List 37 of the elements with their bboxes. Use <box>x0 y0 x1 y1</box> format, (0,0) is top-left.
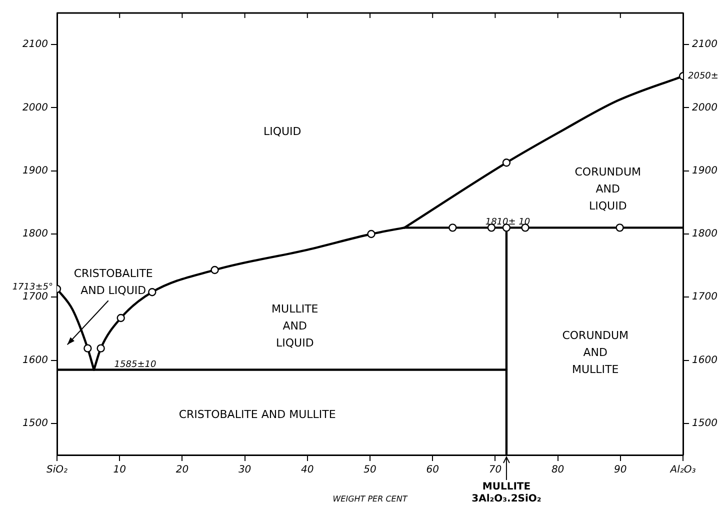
y2-tick-label: 2000 <box>692 102 718 114</box>
x-tick-label: 30 <box>238 464 252 476</box>
x-tick-label: 50 <box>364 464 376 476</box>
y2-tick-label: 1500 <box>692 418 718 430</box>
x-tick-label: 90 <box>614 464 627 476</box>
annotation: CORUNDUM AND LIQUID <box>574 166 642 213</box>
annotation: 2050± <box>688 71 718 82</box>
x-tick-label: 10 <box>113 464 126 476</box>
annotation: 1713±5° <box>12 282 53 292</box>
y-tick-label: 1900 <box>22 165 48 176</box>
annotation: MULLITE AND LIQUID <box>272 302 318 350</box>
x-tick-label: 40 <box>301 464 314 476</box>
y-tick-label: 2100 <box>22 39 48 50</box>
annotation: MULLITE 3Al₂O₃.2SiO₂ <box>472 482 542 505</box>
y-tick-label: 1600 <box>22 354 48 366</box>
y-tick-label: 1500 <box>22 418 48 430</box>
x-axis-title: WEIGHT PER CENT <box>332 494 408 504</box>
annotation: CORUNDUM AND MULLITE <box>562 329 628 376</box>
x-tick-label: 80 <box>551 464 564 476</box>
x-tick-label: 70 <box>488 464 502 476</box>
y2-tick-label: 1600 <box>692 354 718 366</box>
y-tick-label: 2000 <box>22 102 48 114</box>
annotation: LIQUID <box>263 125 302 138</box>
y2-tick-label: 1900 <box>692 165 718 176</box>
annotation: 1585±10 <box>114 360 156 370</box>
x-tick-label: Al₂O₃ <box>669 464 696 476</box>
y-tick-label: 1700 <box>22 292 48 303</box>
x-tick-label: 60 <box>426 464 439 476</box>
annotation: 1810± 10 <box>485 217 530 228</box>
annotation: CRISTOBALITE AND LIQUID <box>74 266 153 297</box>
y2-tick-label: 1700 <box>692 292 718 303</box>
y-tick-label: 1800 <box>22 228 48 240</box>
x-tick-label: SiO₂ <box>46 464 68 476</box>
annotation: CRISTOBALITE AND MULLITE <box>178 408 336 422</box>
y2-tick-label: 2100 <box>692 39 718 50</box>
x-tick-label: 20 <box>176 464 189 476</box>
y2-tick-label: 1800 <box>692 228 718 240</box>
